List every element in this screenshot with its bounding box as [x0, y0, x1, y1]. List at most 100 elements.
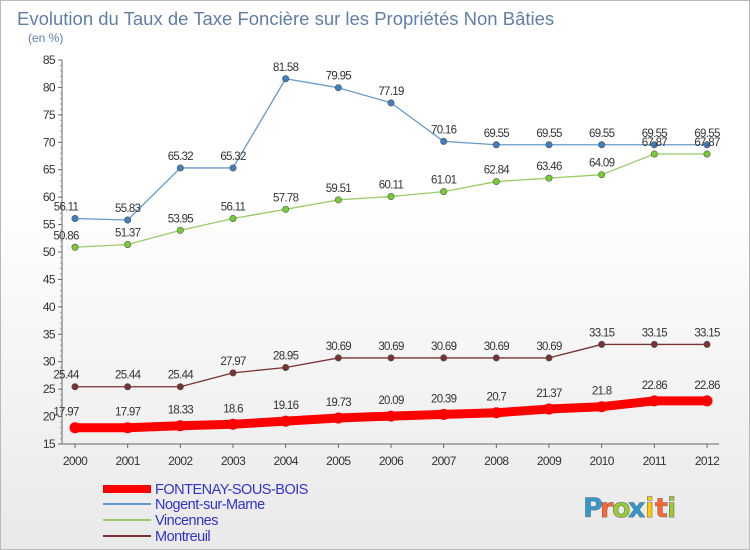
chart-subtitle: (en %) [28, 31, 63, 45]
data-labels: 56.11 55.83 65.32 65.32 81.58 79.95 77.19 70.16… [53, 62, 720, 419]
data-label: 30.69 [431, 341, 457, 353]
data-label: 81.58 [273, 62, 299, 74]
legend-label: Vincennes [155, 513, 218, 529]
x-tick-label: 2005 [326, 454, 351, 468]
data-label: 30.69 [378, 341, 404, 353]
data-point [545, 141, 553, 149]
y-tick-label: 20 [43, 410, 56, 424]
data-point [334, 84, 342, 92]
data-label: 19.16 [273, 400, 299, 412]
x-tick-label: 2002 [168, 454, 193, 468]
data-label: 30.69 [484, 341, 510, 353]
y-tick-label: 65 [43, 163, 56, 177]
data-label: 19.73 [326, 397, 352, 409]
data-point [598, 171, 606, 179]
logo-letter: r [600, 493, 614, 524]
legend-entry: Montreuil [103, 529, 211, 545]
data-point [122, 422, 134, 434]
data-point [334, 354, 342, 362]
data-label: 57.78 [273, 192, 299, 204]
y-tick-label: 55 [43, 218, 56, 232]
data-label: 56.11 [221, 201, 246, 213]
data-label: 51.37 [115, 227, 141, 239]
y-tick-label: 60 [43, 190, 56, 204]
data-point [176, 383, 184, 391]
data-label: 20.7 [487, 392, 507, 404]
logo-letter: t [655, 493, 668, 524]
chart-title: Evolution du Taux de Taxe Foncière sur l… [17, 8, 554, 29]
x-tick-label: 2000 [63, 454, 88, 468]
data-point [703, 150, 711, 158]
data-label: 25.44 [168, 370, 195, 382]
data-label: 62.84 [484, 165, 511, 177]
data-label: 69.55 [484, 128, 510, 140]
data-label: 28.95 [273, 350, 299, 362]
data-point [492, 141, 500, 149]
data-label: 18.33 [168, 405, 194, 417]
logo-letter: i [645, 493, 654, 524]
series-nogent-sur-marne [71, 75, 711, 224]
data-point [440, 188, 448, 196]
data-point [650, 340, 658, 348]
y-tick-label: 40 [43, 300, 56, 314]
data-point [701, 395, 713, 407]
data-point [490, 407, 502, 419]
data-point [227, 418, 239, 430]
data-point [124, 216, 132, 224]
data-point [124, 240, 132, 248]
data-label: 22.86 [642, 380, 668, 392]
data-label: 69.55 [536, 128, 562, 140]
legend-label: Montreuil [155, 529, 210, 545]
data-point [282, 205, 290, 213]
data-point [229, 214, 237, 222]
data-label: 59.51 [326, 183, 352, 195]
data-label: 65.32 [220, 151, 246, 163]
data-label: 56.11 [54, 201, 79, 213]
logo-letter: x [628, 493, 645, 524]
data-point [543, 403, 555, 415]
data-point [648, 395, 660, 407]
data-point [69, 422, 81, 434]
data-point [174, 420, 186, 432]
data-point [387, 99, 395, 107]
legend-entry: Nogent-sur-Marne [103, 497, 266, 513]
data-label: 33.15 [589, 327, 615, 339]
data-label: 20.39 [431, 393, 457, 405]
data-label: 17.97 [115, 407, 141, 419]
y-tick-label: 15 [43, 437, 56, 451]
data-point [596, 401, 608, 413]
data-label: 33.15 [694, 327, 720, 339]
data-label: 64.09 [589, 158, 615, 170]
data-label: 18.6 [223, 403, 243, 415]
x-tick-label: 2011 [643, 454, 667, 468]
legend: FONTENAY-SOUS-BOISNogent-sur-MarneVincen… [103, 482, 308, 545]
legend-entry: FONTENAY-SOUS-BOIS [103, 482, 308, 498]
logo-letter: P [583, 493, 603, 524]
data-point [703, 141, 711, 149]
data-point [229, 369, 237, 377]
data-point [176, 226, 184, 234]
series-layer [69, 75, 713, 434]
data-label: 63.46 [536, 161, 562, 173]
data-label: 61.01 [431, 175, 457, 187]
data-label: 20.09 [378, 395, 404, 407]
data-label: 33.15 [642, 327, 668, 339]
data-point [650, 150, 658, 158]
legend-entry: Vincennes [103, 513, 219, 529]
data-label: 30.69 [536, 341, 562, 353]
data-point [282, 363, 290, 371]
data-point [703, 340, 711, 348]
y-tick-label: 45 [43, 272, 56, 286]
data-label: 60.11 [379, 180, 404, 192]
data-point [387, 193, 395, 201]
data-label: 55.83 [115, 203, 141, 215]
data-label: 65.32 [168, 151, 194, 163]
data-point [438, 408, 450, 420]
data-point [598, 141, 606, 149]
data-point [176, 164, 184, 172]
data-label: 69.55 [642, 128, 668, 140]
x-tick-label: 2008 [484, 454, 509, 468]
logo-letter: o [612, 493, 631, 524]
data-point [385, 410, 397, 422]
